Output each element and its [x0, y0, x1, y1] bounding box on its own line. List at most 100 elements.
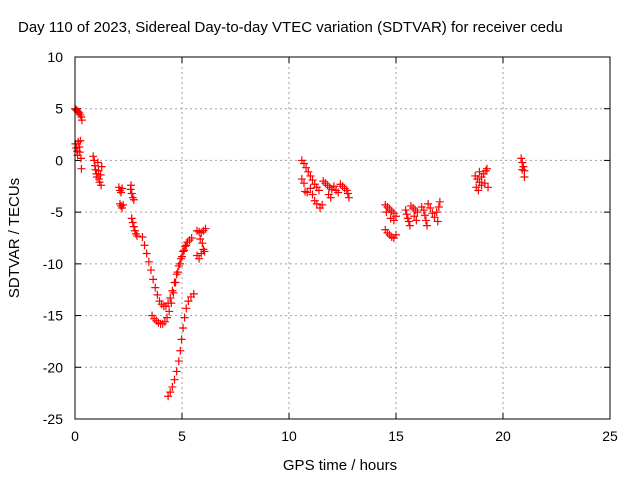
data-point	[117, 188, 126, 197]
data-point	[166, 388, 175, 397]
data-point	[430, 213, 439, 222]
data-point	[412, 216, 421, 225]
data-point	[164, 392, 173, 401]
chart-title: Day 110 of 2023, Sidereal Day-to-day VTE…	[18, 19, 563, 36]
data-point	[97, 162, 106, 171]
data-point	[146, 266, 155, 275]
data-point	[172, 270, 181, 279]
data-point	[129, 222, 138, 231]
data-point	[475, 167, 484, 176]
data-point	[144, 257, 153, 266]
data-point	[127, 181, 136, 190]
y-tick-label: -5	[51, 204, 64, 220]
data-point	[302, 163, 311, 172]
data-point	[200, 247, 209, 256]
data-point	[326, 193, 335, 202]
data-point	[334, 188, 343, 197]
data-point	[343, 189, 352, 198]
data-point	[406, 201, 415, 210]
data-point	[474, 186, 483, 195]
data-point	[382, 208, 391, 217]
y-tick-label: 5	[55, 101, 63, 117]
data-point	[435, 197, 444, 206]
y-axis-label: SDTVAR / TECUs	[6, 178, 23, 298]
data-point	[424, 199, 433, 208]
x-tick-label: 5	[178, 428, 186, 444]
data-point	[180, 313, 189, 322]
data-point	[389, 216, 398, 225]
data-point	[189, 289, 198, 298]
data-point	[160, 317, 169, 326]
data-point	[174, 357, 183, 366]
data-point	[195, 254, 204, 263]
plot-frame	[74, 56, 611, 420]
data-point	[178, 252, 186, 261]
data-point	[482, 164, 491, 173]
data-point	[314, 186, 323, 195]
data-point	[182, 241, 191, 250]
data-point	[119, 200, 128, 209]
data-point	[423, 221, 432, 230]
data-point	[127, 214, 136, 223]
y-tick-label: -20	[43, 359, 63, 375]
data-point	[140, 241, 149, 250]
data-point	[336, 180, 345, 189]
data-point	[171, 278, 180, 287]
data-point	[329, 182, 338, 191]
data-point	[420, 211, 429, 220]
data-point	[428, 209, 437, 218]
data-point	[151, 283, 160, 292]
y-tick-label: -15	[43, 308, 63, 324]
data-point	[117, 201, 126, 210]
data-point	[168, 286, 177, 295]
data-point	[76, 154, 85, 163]
data-point	[318, 200, 327, 209]
data-point	[387, 207, 396, 216]
data-point	[421, 216, 430, 225]
data-point	[142, 249, 151, 258]
data-point	[402, 210, 411, 219]
data-point	[166, 293, 175, 302]
y-tick-label: 0	[55, 152, 63, 168]
data-point	[323, 181, 332, 190]
data-point	[306, 184, 315, 193]
data-point	[196, 235, 205, 244]
data-point	[128, 218, 137, 227]
data-point	[518, 165, 527, 174]
x-axis-label: GPS time / hours	[283, 457, 397, 474]
data-point	[517, 154, 526, 163]
data-point	[153, 290, 162, 299]
data-point	[128, 193, 137, 202]
data-point	[338, 182, 347, 191]
data-point	[419, 206, 428, 215]
data-point	[96, 170, 105, 179]
data-point	[413, 208, 422, 217]
data-point	[433, 217, 442, 226]
data-point	[520, 172, 529, 181]
data-point	[410, 212, 419, 221]
data-point	[432, 208, 441, 217]
data-point	[306, 171, 315, 180]
data-point	[303, 188, 312, 197]
data-point	[426, 204, 435, 213]
data-point	[182, 304, 191, 313]
data-point	[181, 242, 190, 251]
data-point	[168, 382, 177, 391]
x-tick-label: 25	[602, 428, 618, 444]
data-point	[199, 226, 208, 235]
data-point	[199, 245, 208, 254]
data-point	[381, 200, 390, 209]
data-point	[187, 234, 196, 242]
data-point	[344, 193, 353, 202]
data-point	[484, 183, 493, 192]
data-point	[383, 202, 392, 211]
data-point	[173, 268, 182, 277]
data-point	[299, 159, 308, 168]
data-point	[299, 179, 308, 188]
data-point	[401, 206, 410, 215]
data-point	[198, 239, 207, 248]
data-point	[75, 148, 84, 157]
data-point	[480, 179, 489, 188]
data-point	[90, 156, 99, 165]
